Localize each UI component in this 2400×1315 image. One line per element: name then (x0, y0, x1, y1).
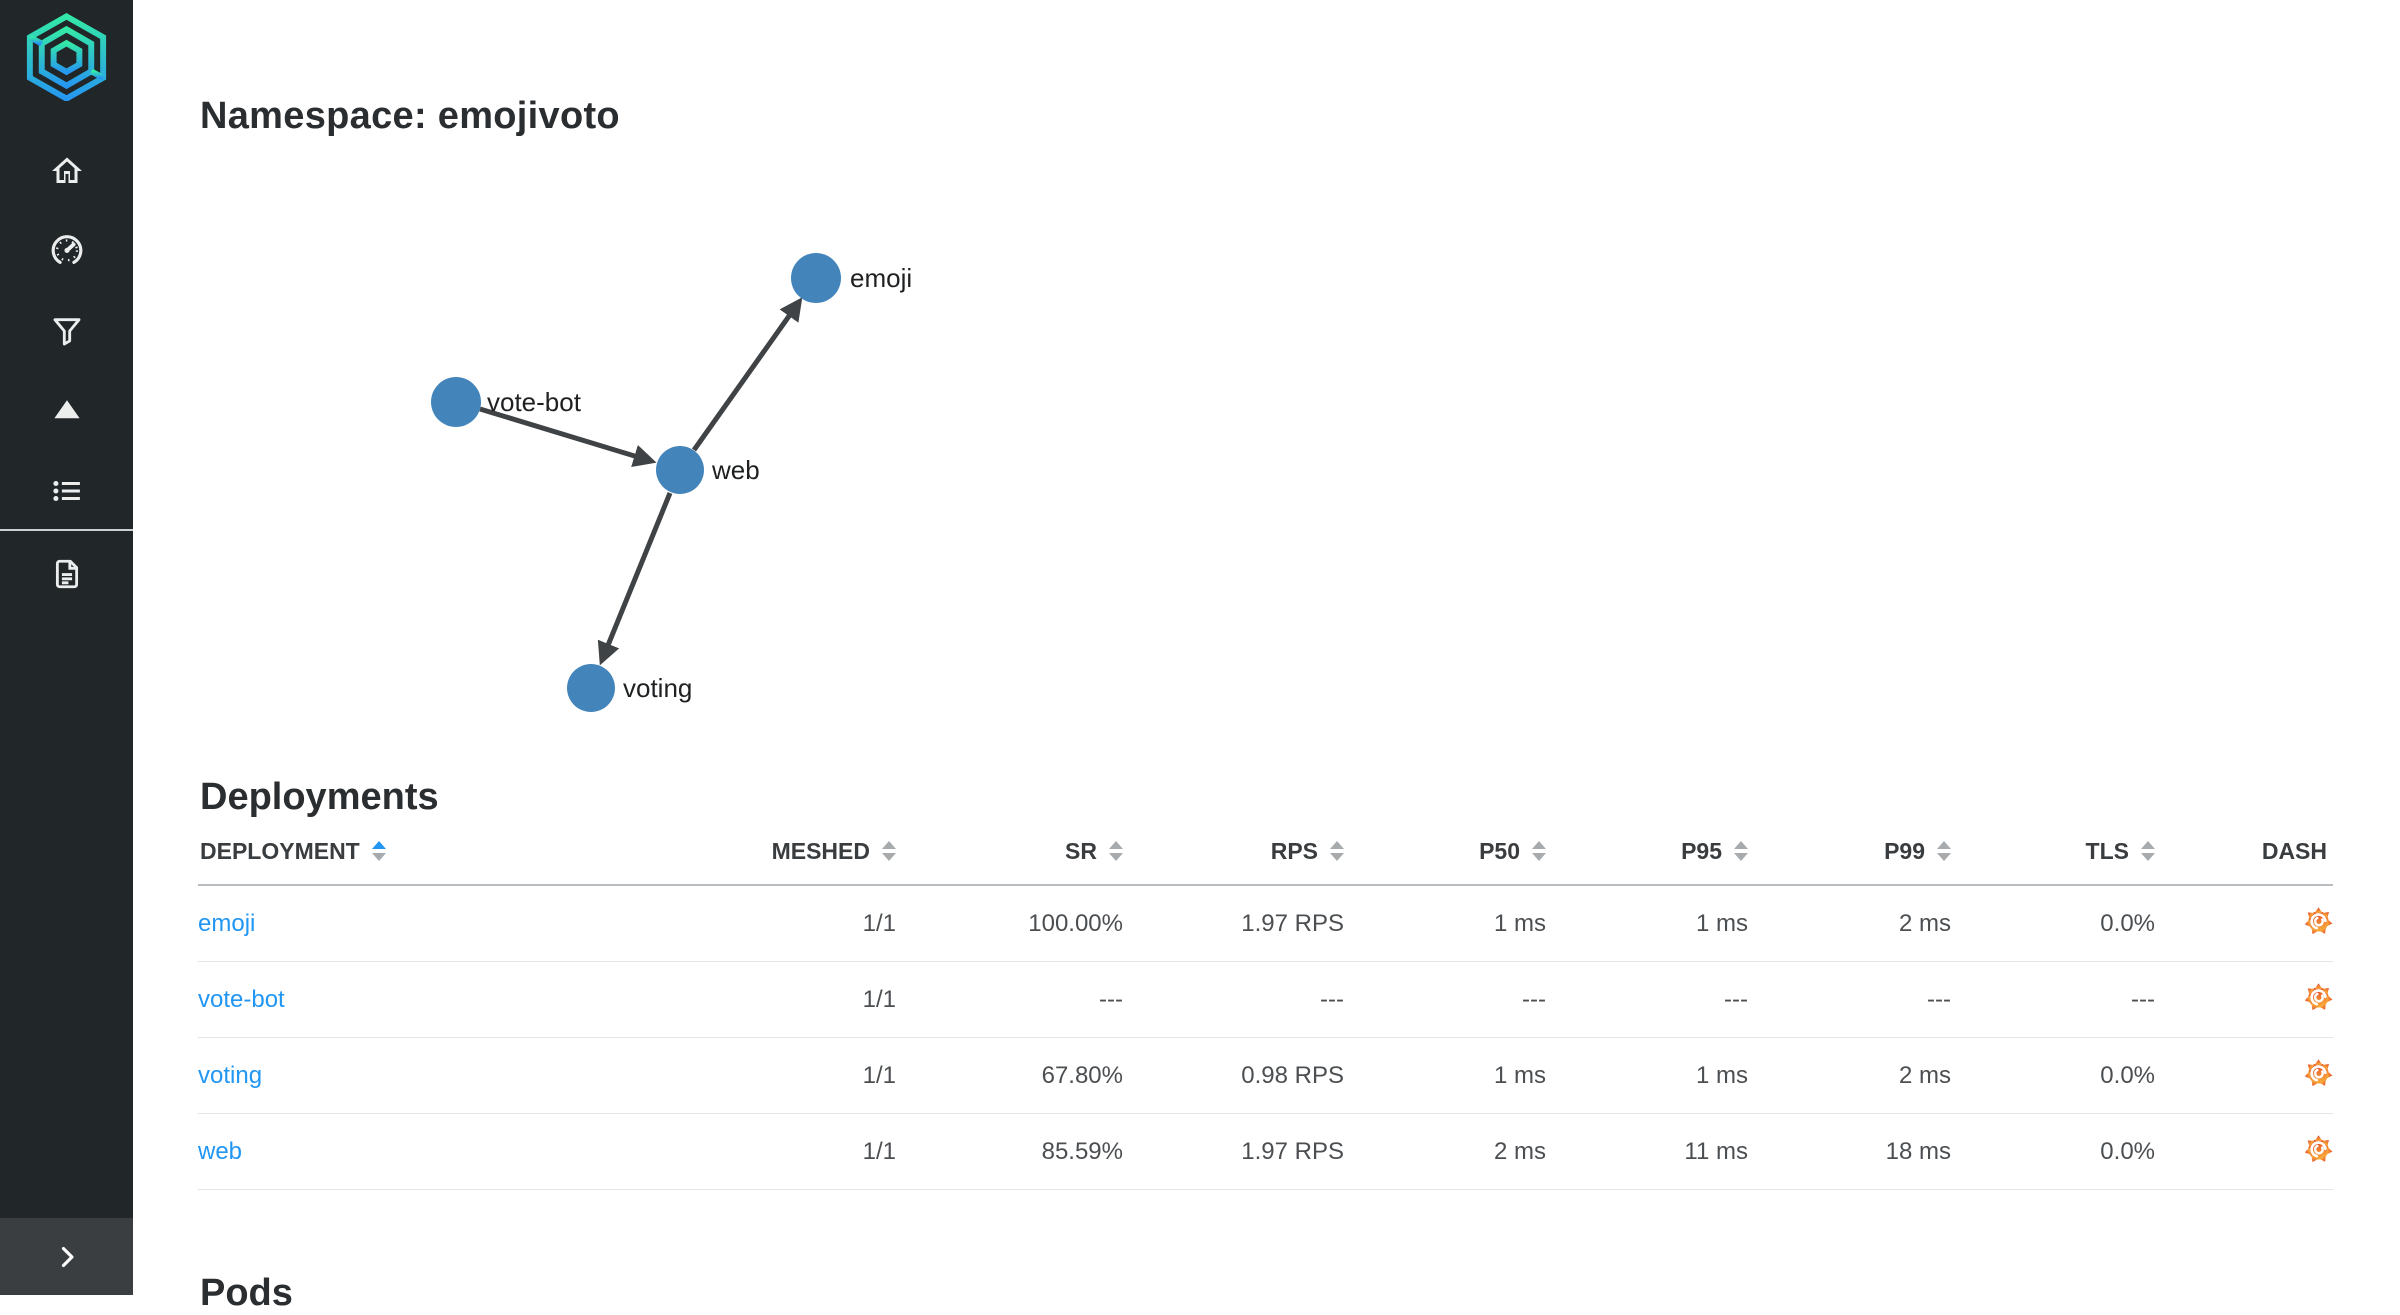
grafana-icon (2304, 982, 2333, 1010)
table-row: vote-bot 1/1 --- --- --- --- --- --- (198, 961, 2333, 1038)
sidebar-item-resources[interactable] (0, 462, 133, 520)
grafana-icon (2304, 906, 2333, 934)
graph-edge-votebot-web (479, 406, 657, 467)
documentation-icon (55, 559, 78, 589)
table-row: web 1/1 85.59% 1.97 RPS 2 ms 11 ms 18 ms… (198, 1113, 2333, 1190)
deployments-heading: Deployments (200, 775, 439, 818)
deployment-link[interactable]: web (198, 1137, 243, 1165)
grafana-dashboard-link[interactable] (2304, 1134, 2333, 1163)
graph-edge-web-voting (597, 492, 673, 666)
dependency-graph: emoji vote-bot web voting (431, 253, 912, 712)
sidebar-divider (0, 529, 133, 531)
sidebar-item-documentation[interactable] (0, 545, 133, 603)
sort-icon (1109, 841, 1123, 861)
graph-node-label-vote-bot: vote-bot (487, 387, 582, 417)
deployments-table: DEPLOYMENT MESHED (198, 818, 2333, 1190)
home-icon (51, 157, 82, 183)
pods-heading: Pods (200, 1271, 293, 1314)
graph-node-voting (567, 664, 615, 712)
graph-node-label-emoji: emoji (850, 263, 912, 293)
dashboard-gauge-icon (51, 235, 82, 264)
linkerd-logo-icon (26, 12, 107, 102)
list-icon (52, 480, 80, 502)
column-header-dash: DASH (2155, 818, 2333, 886)
column-header-meshed[interactable]: MESHED (656, 818, 896, 886)
page-title: Namespace: emojivoto (200, 95, 620, 138)
expand-sidebar-button[interactable] (0, 1218, 133, 1295)
sidebar (0, 0, 133, 1295)
linkerd-logo[interactable] (17, 12, 116, 102)
graph-node-label-web: web (711, 455, 760, 485)
table-row: emoji 1/1 100.00% 1.97 RPS 1 ms 1 ms 2 m… (198, 885, 2333, 962)
deployment-link[interactable]: voting (198, 1061, 263, 1089)
column-header-rps[interactable]: RPS (1123, 818, 1344, 886)
column-header-deployment[interactable]: DEPLOYMENT (198, 818, 656, 886)
column-header-p50[interactable]: P50 (1344, 818, 1546, 886)
sort-icon (1330, 841, 1344, 861)
grafana-icon (2304, 1134, 2333, 1162)
sort-icon (1532, 841, 1546, 861)
sort-icon (882, 841, 896, 861)
sidebar-item-filter[interactable] (0, 302, 133, 360)
filter-icon (53, 318, 80, 346)
graph-node-label-voting: voting (623, 673, 692, 703)
column-header-p99[interactable]: P99 (1748, 818, 1951, 886)
column-header-tls[interactable]: TLS (1951, 818, 2155, 886)
deployment-link[interactable]: vote-bot (198, 985, 285, 1013)
column-header-p95[interactable]: P95 (1546, 818, 1748, 886)
deployment-link[interactable]: emoji (198, 909, 256, 937)
sidebar-item-top[interactable] (0, 380, 133, 438)
top-triangle-icon (53, 400, 80, 419)
column-header-sr[interactable]: SR (896, 818, 1123, 886)
graph-node-web (656, 446, 704, 494)
graph-node-emoji (791, 253, 841, 303)
grafana-icon (2304, 1058, 2333, 1086)
grafana-dashboard-link[interactable] (2304, 982, 2333, 1011)
grafana-dashboard-link[interactable] (2304, 1058, 2333, 1087)
table-row: voting 1/1 67.80% 0.98 RPS 1 ms 1 ms 2 m… (198, 1037, 2333, 1114)
main-content: Namespace: emojivoto emoji vote-bot web … (133, 0, 2400, 1314)
sort-icon (2141, 841, 2155, 861)
sidebar-item-overview[interactable] (0, 142, 133, 200)
grafana-dashboard-link[interactable] (2304, 906, 2333, 935)
sort-icon (1937, 841, 1951, 861)
graph-edge-web-emoji (691, 297, 803, 452)
graph-node-vote-bot (431, 377, 481, 427)
table-header-row: DEPLOYMENT MESHED (198, 818, 2333, 886)
chevron-right-icon (61, 1246, 74, 1267)
sort-icon (371, 841, 386, 861)
sidebar-item-dashboard[interactable] (0, 222, 133, 280)
sort-icon (1734, 841, 1748, 861)
